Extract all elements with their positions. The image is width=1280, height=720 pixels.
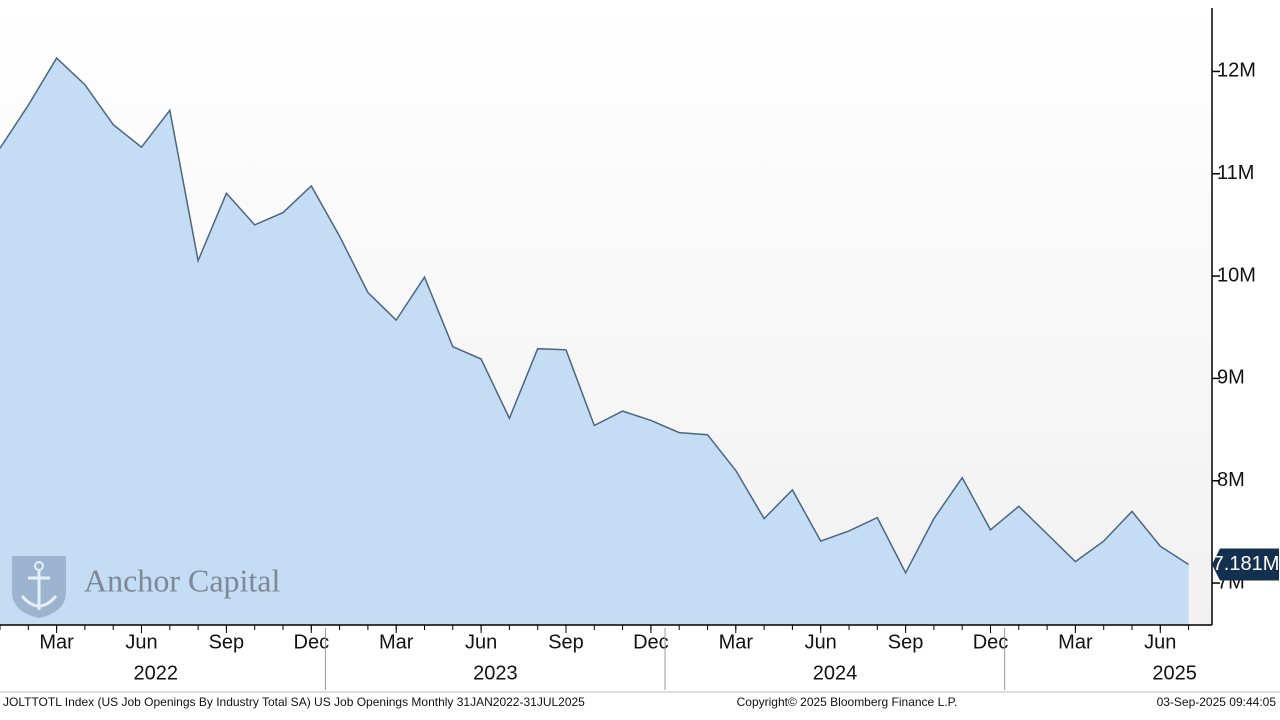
x-tick-label: Sep xyxy=(888,631,924,653)
x-year-label: 2024 xyxy=(813,662,858,684)
x-year-label: 2022 xyxy=(134,662,179,684)
logo xyxy=(12,556,66,618)
x-tick-label: Mar xyxy=(719,631,754,653)
x-tick-label: Jun xyxy=(805,631,837,653)
y-tick-label: 11M xyxy=(1217,162,1254,184)
x-year-label: 2023 xyxy=(473,662,518,684)
x-tick-label: Jun xyxy=(465,631,497,653)
line xyxy=(0,56,1190,575)
x-tick-label: Dec xyxy=(294,631,330,653)
x-tick-label: Sep xyxy=(209,631,245,653)
y-tick-label: 8M xyxy=(1217,469,1245,491)
y-tick-label: 12M xyxy=(1217,60,1256,82)
x-tick-label: Dec xyxy=(633,631,669,653)
x-tick-label: Jun xyxy=(125,631,157,653)
last-value-box xyxy=(1212,548,1279,581)
x-year-label: 2025 xyxy=(1152,662,1197,684)
footer-source: JOLTTOTL Index (US Job Openings By Indus… xyxy=(3,695,585,709)
watermark: Anchor Capital xyxy=(84,562,281,598)
x-tick-label: Dec xyxy=(973,631,1009,653)
last-value-label: 7.181M xyxy=(1213,553,1280,575)
y-tick-label: 9M xyxy=(1217,367,1245,389)
x-tick-label: Mar xyxy=(379,631,414,653)
x-tick-label: Mar xyxy=(39,631,74,653)
footer-copyright: Copyright© 2025 Bloomberg Finance L.P. xyxy=(737,695,958,709)
x-tick-label: Mar xyxy=(1058,631,1093,653)
y-tick-label: 10M xyxy=(1217,264,1256,286)
footer-timestamp: 03-Sep-2025 09:44:05 xyxy=(1157,695,1277,709)
x-tick-label: Sep xyxy=(548,631,584,653)
x-tick-label: Jun xyxy=(1144,631,1176,653)
